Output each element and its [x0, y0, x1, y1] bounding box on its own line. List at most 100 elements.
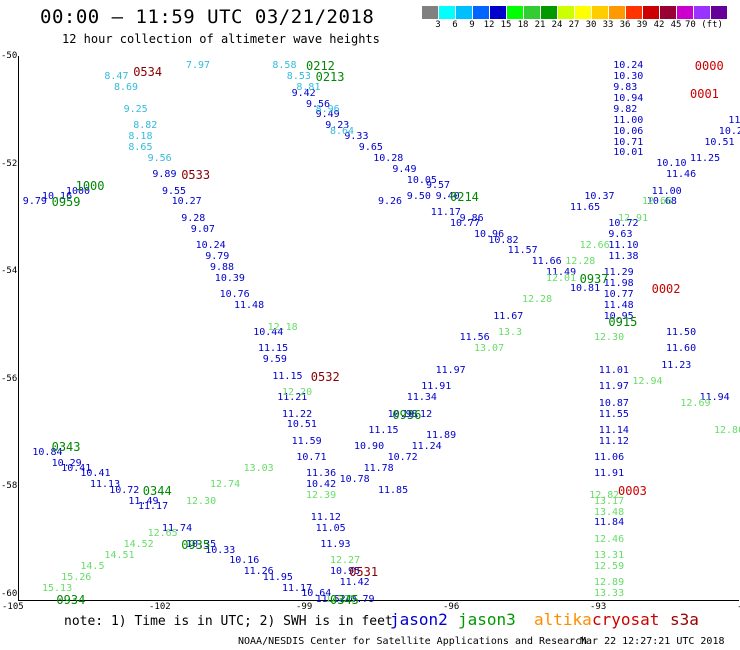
wave-height-label: 11.13 — [90, 479, 121, 491]
wave-height-label: 10.42 — [306, 479, 337, 491]
wave-height-label: 11.57 — [507, 245, 538, 257]
x-tick-label: -93 — [590, 602, 607, 612]
wave-height-label: 11.10 — [608, 239, 639, 251]
legend-swatch — [558, 6, 575, 19]
legend-label: 36 — [619, 20, 631, 30]
wave-height-label: 10.90 — [354, 441, 385, 453]
wave-height-label: 11.91 — [594, 468, 625, 480]
wave-height-label: 11.15 — [368, 424, 399, 436]
wave-height-label: 10.96 — [474, 229, 505, 241]
wave-height-label: 13.33 — [594, 588, 625, 600]
wave-height-label: 12.30 — [186, 495, 217, 507]
wave-height-label: 9.28 — [181, 212, 206, 224]
wave-height-label: 11.25 — [690, 152, 721, 164]
wave-height-label: 11.89 — [426, 430, 457, 442]
legend-label: 15 — [500, 20, 512, 30]
wave-height-label: 11.49 — [546, 267, 577, 279]
wave-height-label: 11.15 — [258, 343, 289, 355]
pass-time-label: 0532 — [310, 369, 340, 384]
wave-height-label: 12.94 — [632, 375, 663, 387]
wave-height-label: 11.84 — [594, 517, 625, 529]
wave-height-label: 9.07 — [190, 223, 215, 235]
satellite-legend-jason3: jason3 — [458, 610, 516, 629]
wave-height-label: 13.03 — [243, 463, 274, 474]
wave-height-label: 10.51 — [286, 419, 317, 431]
x-tick-label: -105 — [2, 602, 24, 612]
wave-height-label: 10.71 — [613, 136, 644, 148]
wave-height-label: 11.56 — [459, 332, 490, 344]
wave-height-label: 8.96 — [315, 103, 340, 115]
wave-height-label: 1000 — [66, 185, 91, 197]
pass-time-label: 1000 — [75, 179, 105, 194]
wave-height-label: 10.98 — [387, 408, 418, 420]
wave-height-label: 8.18 — [128, 131, 153, 143]
x-tick-label: -96 — [443, 602, 460, 612]
wave-height-label: 12.66 — [642, 196, 673, 208]
wave-height-label: 10.81 — [570, 283, 601, 295]
wave-height-label: 11.66 — [531, 256, 562, 268]
x-tick-label: -99 — [296, 602, 313, 612]
legend-label: 39 — [636, 20, 648, 30]
pass-time-label: 0001 — [690, 86, 719, 101]
wave-height-label: 7.97 — [186, 60, 211, 72]
wave-height-label: 13.3 — [498, 327, 523, 338]
wave-height-label: 12.18 — [267, 321, 298, 333]
wave-height-label: 9.79 — [22, 196, 47, 208]
wave-height-label: 11.94 — [699, 392, 730, 404]
wave-height-label: 12.27 — [330, 555, 361, 567]
wave-height-label: 9.50 — [406, 191, 431, 202]
legend-label: 33 — [602, 20, 614, 30]
legend-swatch — [643, 6, 660, 19]
legend-swatch — [609, 6, 626, 19]
wave-height-label: 8.82 — [133, 120, 158, 132]
wave-height-label: 8.65 — [128, 142, 153, 154]
wave-height-label: 9.49 — [315, 109, 340, 121]
wave-height-label: 11.93 — [320, 539, 351, 551]
wave-height-label: 11.60 — [666, 343, 697, 355]
legend-swatch — [439, 6, 456, 19]
wave-height-label: 12.80 — [714, 424, 740, 436]
page-subtitle: 12 hour collection of altimeter wave hei… — [62, 32, 380, 46]
wave-height-label: 11.39 — [728, 114, 740, 126]
legend-label: 30 — [585, 20, 597, 30]
wave-height-label: 10.64 — [301, 588, 332, 600]
pass-time-label: 0937 — [579, 271, 609, 286]
footer-note: note: 1) Time is in UTC; 2) SWH is in fe… — [64, 614, 393, 629]
wave-height-label: 13.17 — [594, 495, 625, 507]
wave-height-label: 11.95 — [262, 571, 293, 583]
pass-time-label: 0000 — [694, 59, 724, 74]
legend-swatch — [541, 6, 558, 19]
wave-height-label: 14.52 — [123, 539, 154, 551]
wave-height-label: 10.20 — [718, 125, 740, 137]
wave-height-label: 10.33 — [205, 544, 236, 556]
legend-swatch — [422, 6, 439, 19]
wave-height-label: 10.95 — [603, 310, 634, 322]
pass-time-label: 0534 — [133, 64, 163, 79]
wave-height-label: 12.20 — [282, 386, 313, 398]
wave-height-label: 11.05 — [315, 522, 346, 534]
legend-swatch — [592, 6, 609, 19]
wave-height-label: 10.41 — [80, 468, 111, 480]
wave-height-label: 9.25 — [123, 103, 148, 115]
y-tick-label: -60 — [1, 589, 18, 599]
legend-swatch — [456, 6, 473, 19]
legend-label: 18 — [517, 20, 529, 30]
wave-height-label: 10.72 — [109, 484, 140, 496]
wave-height-label: 12.46 — [594, 533, 625, 545]
wave-height-label: 10.24 — [195, 239, 226, 251]
wave-height-label: 12.01 — [546, 272, 577, 284]
wave-height-label: 8.64 — [330, 125, 355, 137]
wave-height-label: 11.12 — [598, 435, 629, 447]
wave-height-label: 11.36 — [306, 468, 337, 480]
wave-height-label: 11.17 — [282, 582, 313, 594]
wave-height-label: 10.16 — [229, 555, 260, 567]
wave-height-label: 12.91 — [618, 212, 649, 224]
legend-label: 9 — [469, 20, 475, 30]
wave-height-label: 11.06 — [594, 452, 625, 464]
wave-height-label: 10.44 — [253, 327, 284, 338]
pass-time-label: 0002 — [651, 282, 681, 297]
y-tick-label: -50 — [1, 51, 18, 61]
wave-height-label: 10.16 — [42, 191, 73, 202]
wave-height-label: 10.79 — [344, 593, 375, 605]
wave-height-label: 10.95 — [330, 566, 361, 578]
